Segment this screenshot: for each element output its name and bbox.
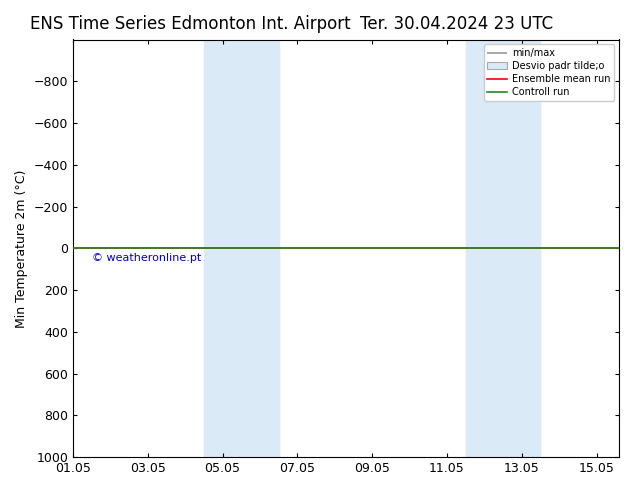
Text: Ter. 30.04.2024 23 UTC: Ter. 30.04.2024 23 UTC (360, 15, 553, 33)
Text: ENS Time Series Edmonton Int. Airport: ENS Time Series Edmonton Int. Airport (30, 15, 351, 33)
Bar (204, 40, 278, 457)
Text: © weatheronline.pt: © weatheronline.pt (92, 253, 201, 263)
Bar (465, 40, 540, 457)
Legend: min/max, Desvio padr tilde;o, Ensemble mean run, Controll run: min/max, Desvio padr tilde;o, Ensemble m… (484, 45, 614, 101)
Y-axis label: Min Temperature 2m (°C): Min Temperature 2m (°C) (15, 169, 28, 327)
